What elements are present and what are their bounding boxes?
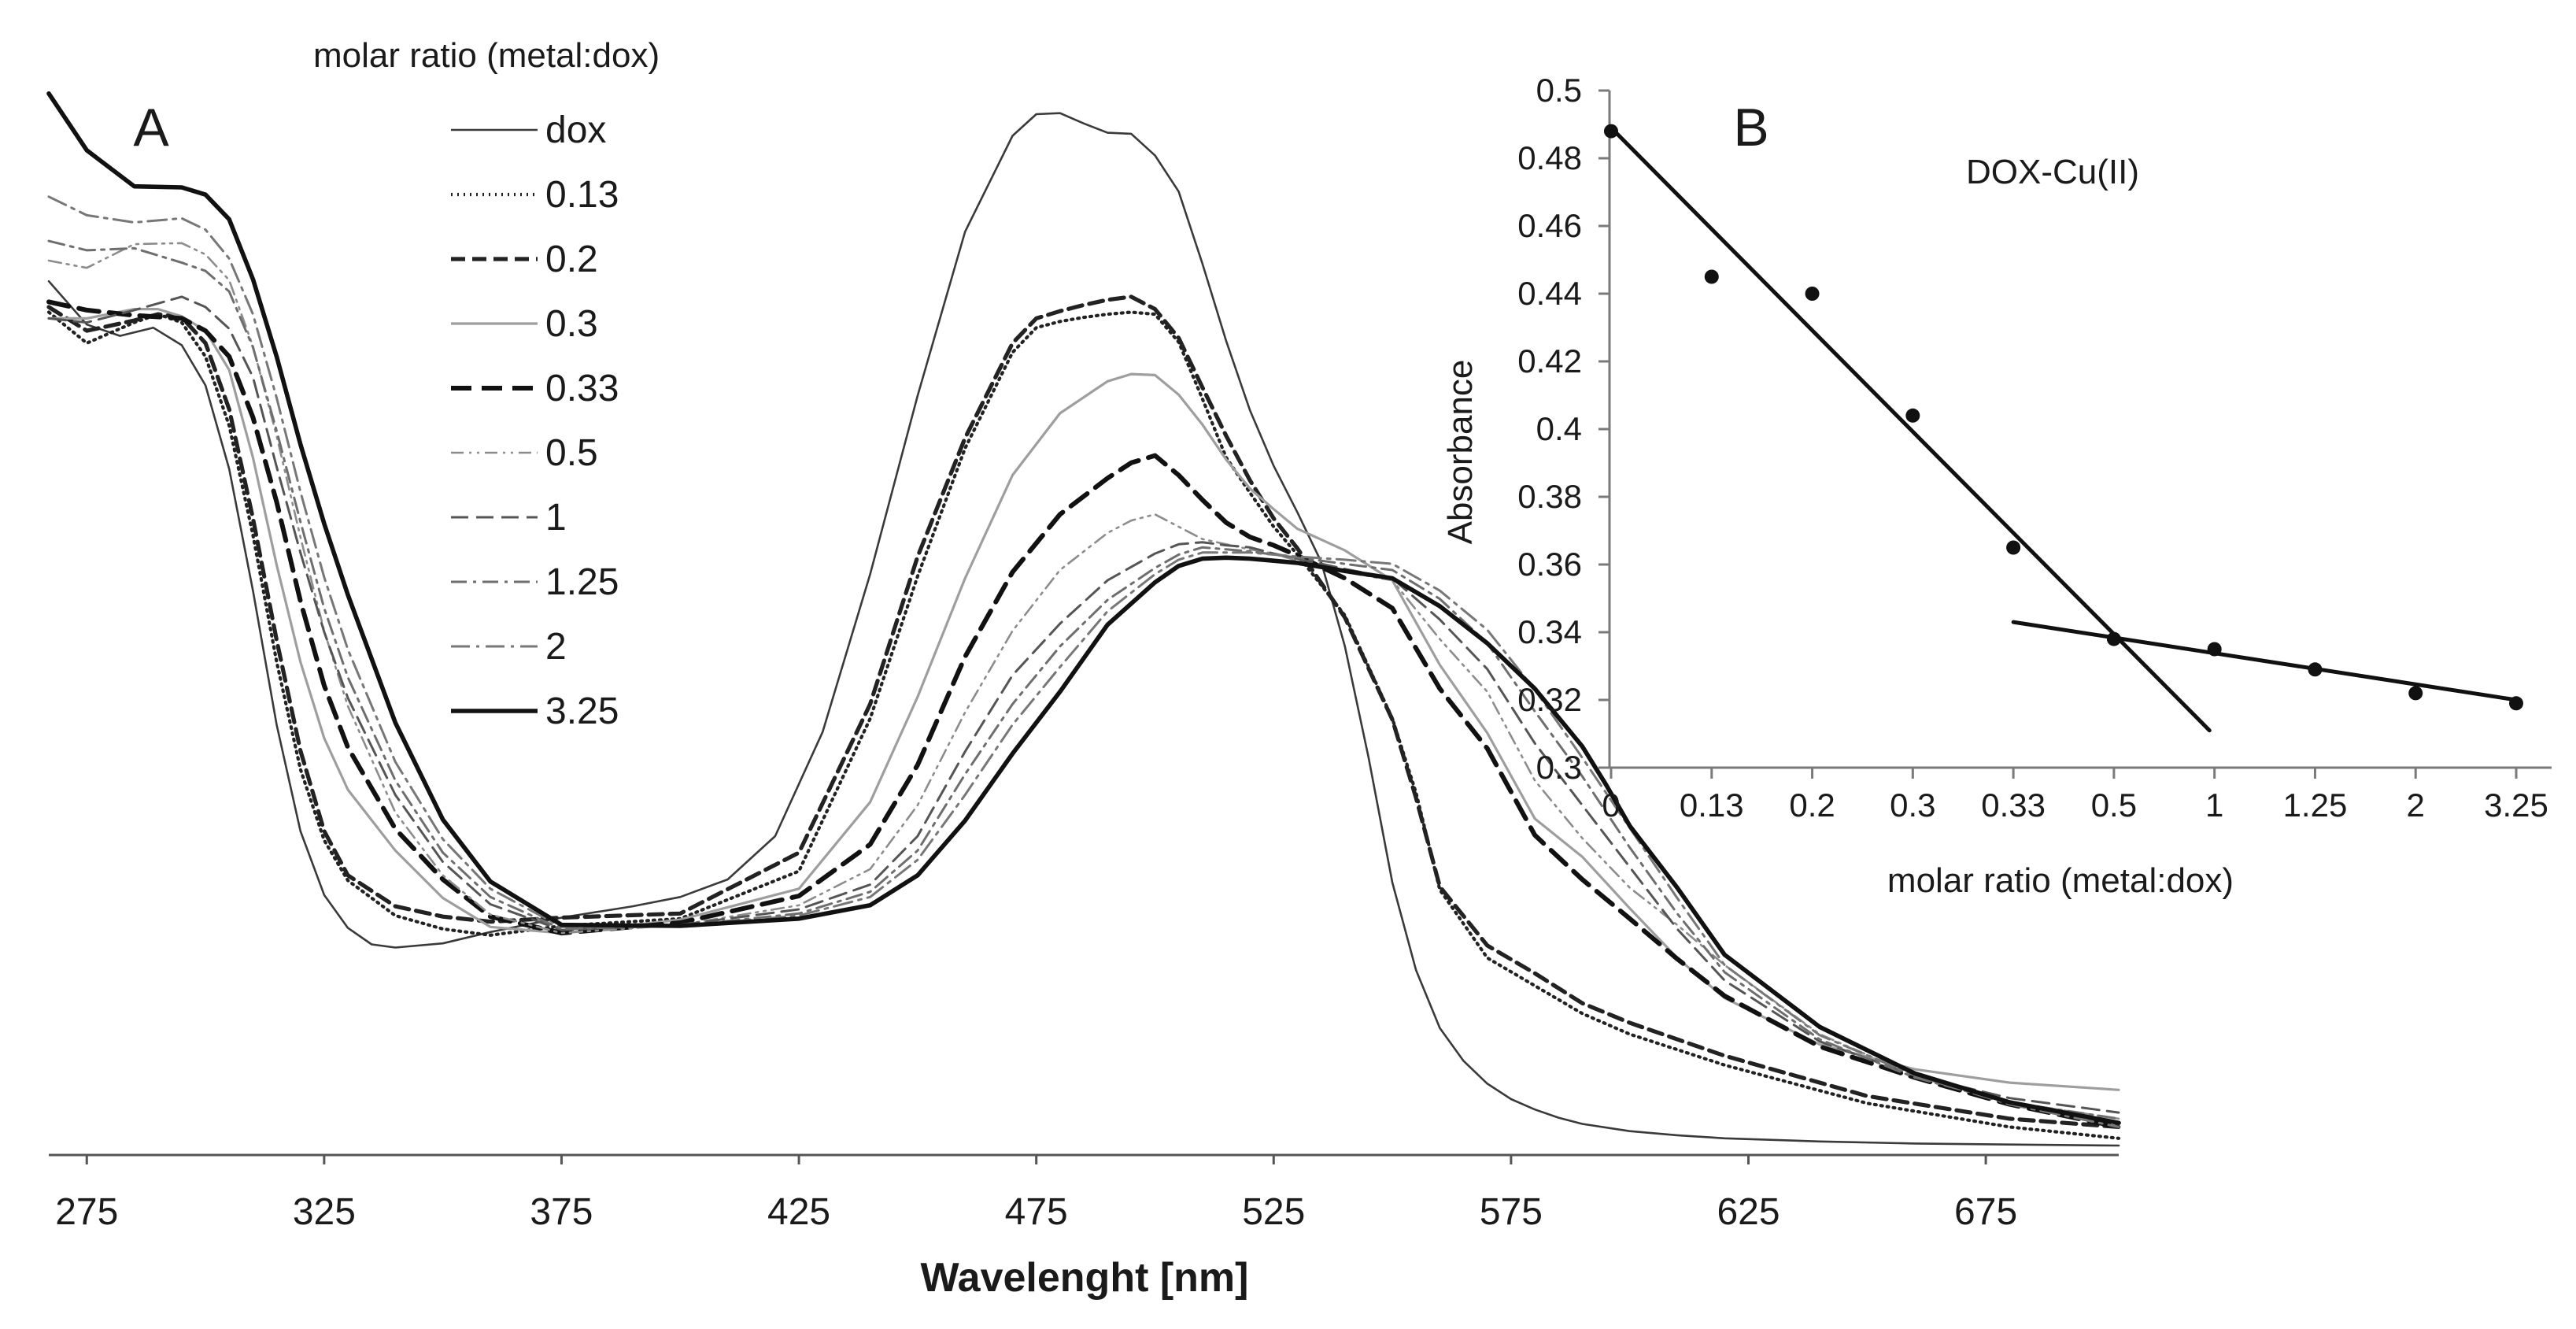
- spectrum-line-0-5: [47, 242, 2120, 1120]
- panel-b-trend-lines: [1609, 125, 2519, 733]
- x-tick-label: 425: [767, 1191, 830, 1233]
- legend-label: 1: [545, 497, 567, 539]
- spectrum-line-1: [47, 295, 2120, 1114]
- panel-a-label: A: [133, 98, 169, 157]
- y-tick-label: 0.4: [1536, 410, 1582, 447]
- spectrum-line-3-25: [46, 91, 2121, 1125]
- x-tick-label: 475: [1005, 1191, 1068, 1233]
- panel-b-axes: 0.30.320.340.360.380.40.420.440.460.480.…: [1517, 72, 2552, 824]
- y-tick-label: 0.36: [1517, 546, 1582, 583]
- spectrum-line-0-3: [47, 308, 2120, 1091]
- panel-a-series-group: [46, 91, 2121, 1147]
- spectrum-line-2: [47, 195, 2120, 1128]
- panel-a-chart: 275 325 375 425 475 525 575 625 675 Wavelenght […: [46, 36, 2121, 1301]
- x-tick-label: 2: [2407, 787, 2425, 824]
- x-tick-label: 675: [1954, 1191, 2017, 1233]
- x-tick-label: 0: [1602, 787, 1620, 824]
- y-tick-label: 0.34: [1517, 613, 1582, 650]
- x-tick-label: 1: [2205, 787, 2223, 824]
- y-tick-label: 0.42: [1517, 342, 1582, 379]
- y-tick-label: 0.46: [1517, 207, 1582, 244]
- panel-a-x-axis: 275 325 375 425 475 525 575 625 675: [49, 1153, 2119, 1233]
- panel-b-data-points: [1604, 124, 2523, 711]
- x-tick-label: 0.3: [1890, 787, 1935, 824]
- legend-label: 1.25: [545, 561, 619, 603]
- spectrum-line-dox: [47, 112, 2120, 1147]
- y-tick-label: 0.48: [1517, 139, 1582, 176]
- data-point: [2106, 631, 2121, 646]
- y-tick-label: 0.32: [1517, 681, 1582, 718]
- legend-label: 0.13: [545, 174, 619, 216]
- x-tick-label: 3.25: [2484, 787, 2548, 824]
- data-point: [2308, 662, 2323, 677]
- legend-label: 2: [545, 626, 567, 668]
- panel-b-x-axis-label: molar ratio (metal:dox): [1887, 861, 2234, 900]
- legend-label: 0.5: [545, 432, 598, 474]
- data-point: [2509, 696, 2523, 711]
- x-tick-label: 1.25: [2283, 787, 2348, 824]
- spectrum-line-0-13: [46, 310, 2121, 1140]
- data-point: [2207, 642, 2222, 657]
- panel-b-title: DOX-Cu(II): [1966, 153, 2139, 191]
- legend-items: dox 0.13 0.2 0.3 0.33 0.5 1 1.25 2 3.25: [451, 109, 619, 732]
- data-point: [2006, 540, 2021, 555]
- data-point: [1905, 408, 1920, 423]
- y-tick-label: 0.44: [1517, 275, 1582, 312]
- panel-b-label: B: [1733, 98, 1768, 157]
- data-point: [1805, 287, 1820, 301]
- x-tick-label: 575: [1480, 1191, 1543, 1233]
- x-tick-label: 375: [530, 1191, 593, 1233]
- spectrum-line-0-33: [46, 299, 2121, 1130]
- y-tick-label: 0.38: [1517, 478, 1582, 515]
- data-point: [1604, 124, 1618, 139]
- panel-b-chart: 0.30.320.340.360.380.40.420.440.460.480.…: [1441, 72, 2552, 900]
- y-tick-label: 0.3: [1536, 749, 1582, 786]
- x-tick-label: 0.33: [1981, 787, 2046, 824]
- panel-a-legend: molar ratio (metal:dox) dox 0.13 0.2 0.3 0.3…: [313, 36, 660, 732]
- panel-a-x-axis-label: Wavelenght [nm]: [921, 1255, 1249, 1301]
- spectrum-line-0-2: [46, 294, 2121, 1130]
- legend-label: 0.33: [545, 368, 619, 409]
- legend-title: molar ratio (metal:dox): [313, 36, 660, 75]
- legend-label: 0.3: [545, 303, 598, 345]
- legend-label: 0.2: [545, 239, 598, 280]
- x-tick-label: 275: [55, 1191, 118, 1233]
- data-point: [2408, 686, 2423, 701]
- y-tick-label: 0.5: [1536, 72, 1582, 109]
- x-tick-label: 0.2: [1789, 787, 1835, 824]
- x-tick-label: 0.5: [2091, 787, 2137, 824]
- legend-label: dox: [545, 109, 606, 151]
- spectrum-line-1-25: [47, 239, 2120, 1120]
- trend-line-fit-2: [2011, 620, 2519, 702]
- data-point: [1704, 269, 1719, 284]
- trend-line-fit-1: [1609, 125, 2212, 733]
- panel-b-y-axis-label: Absorbance: [1441, 360, 1480, 545]
- x-tick-label: 325: [293, 1191, 356, 1233]
- x-tick-label: 625: [1717, 1191, 1780, 1233]
- x-tick-label: 0.13: [1680, 787, 1744, 824]
- x-tick-label: 525: [1242, 1191, 1305, 1233]
- legend-label: 3.25: [545, 690, 619, 732]
